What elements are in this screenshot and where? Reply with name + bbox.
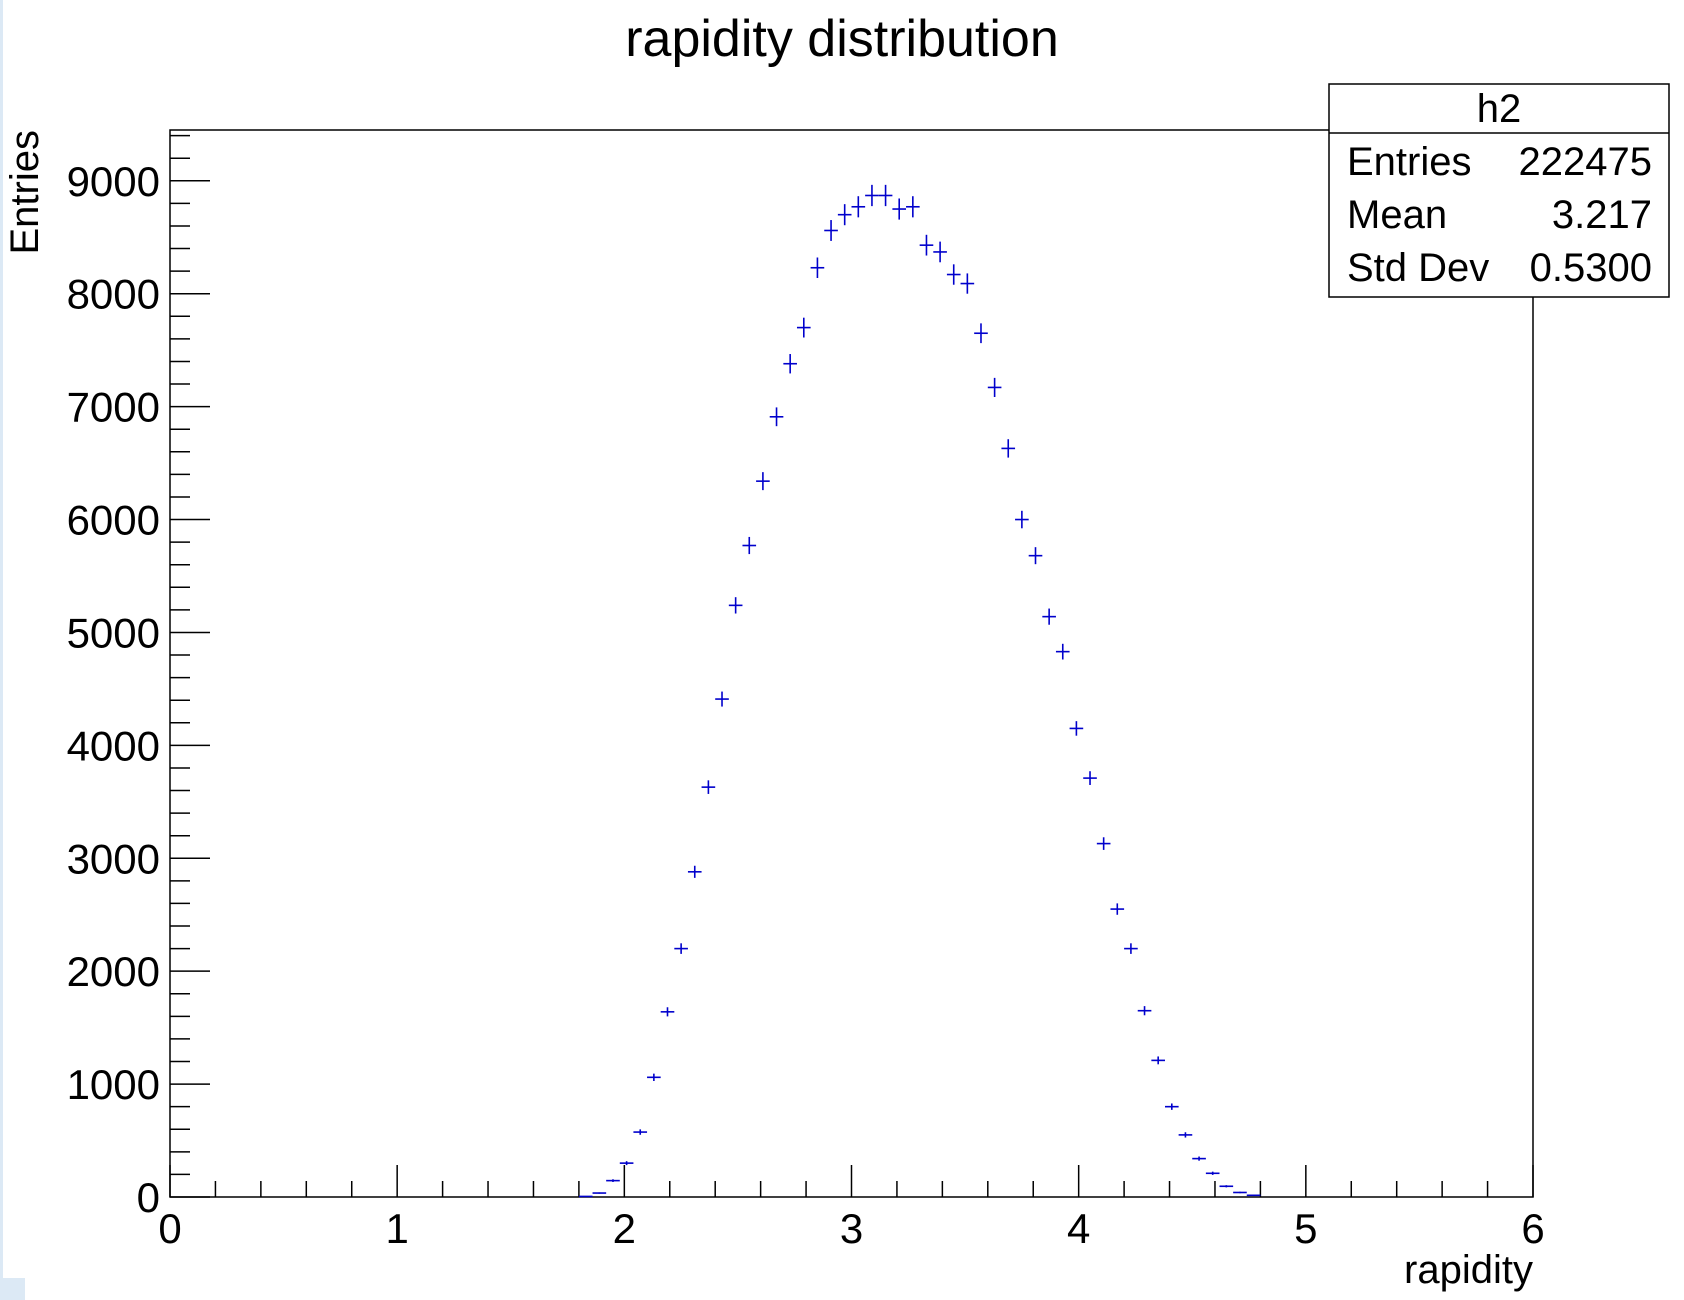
data-point: [824, 220, 838, 241]
data-point: [783, 354, 797, 374]
data-point: [1233, 1191, 1247, 1194]
stats-mean-label: Mean: [1347, 193, 1447, 237]
data-point: [606, 1179, 620, 1182]
data-point: [715, 691, 729, 707]
x-axis-label: rapidity: [1404, 1248, 1533, 1292]
y-tick-label: 3000: [67, 835, 160, 882]
x-axis: 0 1 2 3 4 5 6: [158, 1165, 1545, 1252]
data-point: [1001, 439, 1016, 458]
data-point: [1178, 1132, 1193, 1138]
y-axis: 0 1000 2000 3000 4000 5000 6000 7000 8000 9000: [67, 134, 210, 1221]
data-point: [960, 273, 975, 294]
stats-entries-label: Entries: [1347, 140, 1472, 184]
data-point: [1137, 1006, 1152, 1016]
data-point: [1015, 510, 1029, 529]
data-point: [946, 264, 961, 285]
data-point: [1246, 1194, 1261, 1197]
data-point: [933, 241, 947, 263]
y-tick-label: 5000: [67, 609, 160, 656]
y-tick-label: 7000: [67, 384, 160, 431]
stats-stddev-value: 0.5300: [1530, 246, 1652, 290]
stats-mean-value: 3.217: [1552, 193, 1652, 237]
y-tick-label: 8000: [67, 271, 160, 318]
stats-box-title: h2: [1477, 87, 1522, 131]
x-tick-label: 5: [1294, 1205, 1317, 1252]
stats-entries-value: 222475: [1519, 140, 1652, 184]
data-point: [1096, 837, 1111, 850]
y-tick-label: 6000: [67, 497, 160, 544]
data-point: [796, 317, 811, 338]
data-point: [1069, 721, 1084, 736]
data-point: [878, 184, 893, 207]
stats-stddev-label: Std Dev: [1347, 246, 1489, 290]
y-tick-label: 0: [137, 1174, 160, 1221]
y-axis-label: Entries: [3, 130, 47, 255]
data-point: [1028, 547, 1043, 565]
data-point: [892, 198, 907, 220]
data-point: [633, 1129, 648, 1135]
data-point: [578, 1195, 593, 1198]
y-tick-label: 1000: [67, 1061, 160, 1108]
data-point: [906, 196, 920, 218]
data-point: [1192, 1156, 1206, 1161]
y-tick-label: 4000: [67, 722, 160, 769]
data-point: [769, 407, 784, 427]
data-point: [919, 234, 934, 256]
data-point: [1083, 771, 1097, 785]
data-point: [742, 536, 757, 555]
resize-corner: [3, 1278, 25, 1300]
data-markers: [578, 184, 1261, 1198]
data-point: [701, 780, 716, 794]
data-point: [851, 196, 866, 218]
x-tick-label: 2: [613, 1205, 636, 1252]
data-point: [756, 472, 770, 491]
data-point: [810, 257, 825, 278]
data-point: [974, 323, 988, 344]
data-point: [1219, 1185, 1234, 1188]
data-point: [592, 1192, 607, 1194]
x-tick-label: 6: [1521, 1205, 1544, 1252]
data-point: [837, 204, 852, 226]
data-point: [1164, 1103, 1179, 1110]
stats-box: h2 Entries 222475 Mean 3.217 Std Dev 0.5…: [1328, 83, 1670, 298]
x-tick-label: 1: [385, 1205, 408, 1252]
data-point: [1205, 1171, 1220, 1175]
window-edge: [0, 0, 3, 1300]
data-point: [619, 1161, 634, 1166]
data-point: [1055, 643, 1070, 660]
data-point: [647, 1073, 661, 1081]
data-point: [660, 1007, 675, 1017]
data-point: [1042, 608, 1056, 625]
data-point: [987, 377, 1002, 397]
x-tick-label: 4: [1067, 1205, 1090, 1252]
chart-title: rapidity distribution: [625, 10, 1059, 68]
y-tick-label: 2000: [67, 948, 160, 995]
data-point: [865, 184, 879, 207]
x-tick-label: 0: [158, 1205, 181, 1252]
data-point: [1124, 943, 1138, 954]
data-point: [1151, 1056, 1165, 1065]
data-point: [687, 865, 702, 878]
data-point: [674, 943, 688, 954]
data-point: [1110, 903, 1125, 915]
x-tick-label: 3: [840, 1205, 863, 1252]
stats-box-frame: [1328, 83, 1670, 298]
y-tick-label: 9000: [67, 158, 160, 205]
data-point: [728, 597, 743, 614]
